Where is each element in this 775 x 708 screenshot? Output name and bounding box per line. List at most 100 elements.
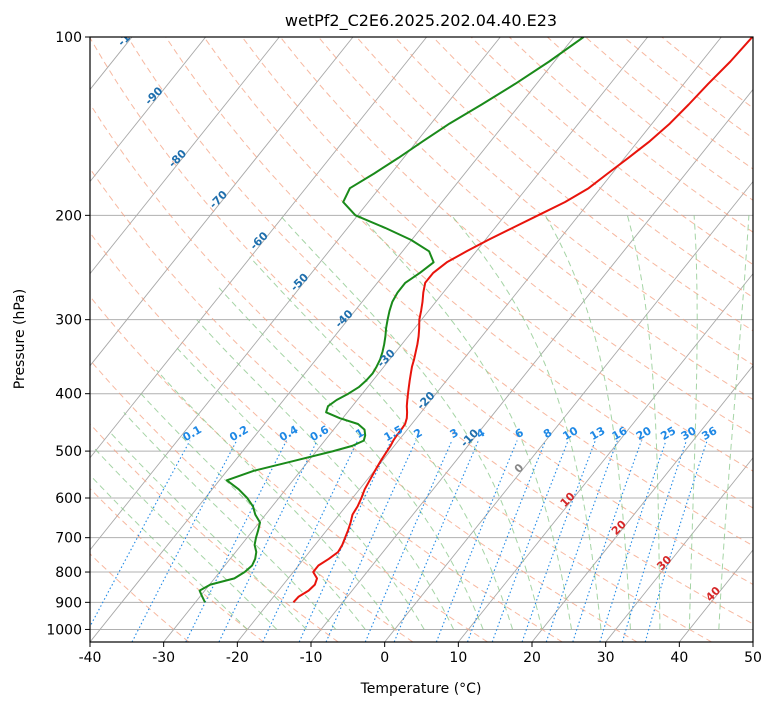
isotherm-gridline [163,37,649,642]
isotherm-gridline [90,37,207,183]
dry-adiabat [585,37,753,170]
moist-adiabat [279,214,543,630]
mixing-ratio-line [90,440,191,628]
mixing-ratio-line [185,440,287,642]
moist-adiabat-label: 0 [512,461,527,476]
dry-adiabat [90,37,753,625]
moist-adiabat [140,393,366,630]
y-tick-label: 600 [55,491,82,507]
dry-adiabat [90,167,638,642]
dry-adiabat [90,231,563,642]
isotherm-gridline [90,37,280,275]
dry-adiabat [394,37,753,332]
moist-adiabat-label: 10 [558,490,578,510]
y-tick-label: 800 [55,565,82,581]
dry-adiabat [90,553,190,642]
mixing-ratio-line [621,440,687,642]
dry-adiabat [90,359,414,642]
dry-adiabat-label: -30 [375,346,398,369]
y-tick-label: 500 [55,444,82,460]
moist-adiabat [451,214,602,630]
moist-adiabat [90,474,248,630]
y-axis-label: Pressure (hPa) [12,289,28,389]
mixing-ratio-label: 2 [412,426,425,441]
isotherm-gridline [752,641,753,642]
moist-adiabat-label: 30 [654,553,674,573]
x-tick-label: 50 [744,650,762,666]
background-lines [0,37,753,642]
y-tick-label: 700 [55,531,82,547]
y-tick-label: 1000 [46,622,82,638]
x-tick-label: -30 [152,650,175,666]
mixing-ratio-line [521,440,596,642]
dry-adiabat [547,37,753,201]
moist-adiabat [544,215,631,630]
mixing-ratio-label: 0.2 [227,423,250,444]
isotherm-gridline [90,37,354,367]
dry-adiabat-label: -60 [247,229,270,252]
profile-lines [198,37,753,603]
y-tick-label: 100 [55,30,82,46]
dry-adiabat [165,37,753,547]
y-tick-label: 400 [55,387,82,403]
mixing-ratio-line [644,440,708,642]
y-tick-label: 300 [55,313,82,329]
mixing-ratio-label: 8 [541,426,554,441]
chart-title: wetPf2_C2E6.2025.202.04.40.E23 [285,11,557,31]
moist-adiabat [94,448,278,630]
dry-adiabat-label: -40 [332,307,355,330]
mixing-ratio-line [572,440,643,642]
mixing-ratio-line [491,440,569,642]
dry-adiabat [470,37,753,266]
isotherm-gridline [457,272,753,642]
moist-adiabat [156,369,396,630]
x-tick-label: 20 [523,650,541,666]
dry-adiabat [432,37,753,298]
mixing-ratio-label: 0.1 [181,423,204,444]
dry-adiabat [203,37,753,509]
moist-adiabat-label: 40 [703,584,723,604]
x-tick-label: 10 [449,650,467,666]
dry-adiabat [318,37,753,401]
isotherm-gridline [236,37,722,642]
mixing-ratio-label: 25 [658,424,678,443]
mixing-ratio-label: 6 [513,426,526,441]
isotherm-gridline [90,37,428,459]
isotherm-gridline [90,37,501,551]
isotherm-gridline [531,365,753,642]
mixing-ratio-label: 0.6 [308,423,332,444]
dry-adiabat-label: -50 [288,270,311,293]
dry-adiabat [90,295,488,642]
dry-adiabat-label: -20 [414,389,437,412]
moist-adiabat [718,215,750,630]
moist-adiabat [688,215,698,630]
dry-adiabat [356,37,753,366]
dry-adiabat [90,103,712,642]
plot-frame [89,36,754,643]
moist-adiabat [196,319,455,630]
mixing-ratio-line [364,440,453,642]
moist-adiabat [249,256,514,630]
mixing-ratio-label: 0.4 [277,423,301,444]
moist-adiabat-label: 20 [609,517,629,537]
mixing-ratio-line [218,440,318,642]
x-tick-label: 0 [380,650,389,666]
axis-ticks: -40 -30 -20 -10 0 10 20 30 40 5010020030040050060… [46,30,762,666]
x-tick-label: -10 [300,650,323,666]
mixing-ratio-line [298,440,392,642]
mixing-ratio-line [599,440,667,642]
temperature-profile [292,37,753,603]
isotherm-gridline [310,88,753,642]
x-tick-label: 40 [670,650,688,666]
dry-adiabat-label: -80 [166,147,189,170]
y-tick-label: 900 [55,595,82,611]
isotherm-gridline [0,37,58,642]
x-axis-label: Temperature (°C) [360,681,482,697]
isotherm-gridline [384,180,753,642]
dry-adiabat [508,37,753,233]
isotherm-gridline [90,37,575,642]
dry-adiabat [241,37,753,472]
moist-adiabat [626,215,661,630]
x-tick-label: -20 [226,650,249,666]
dry-adiabat [90,423,339,642]
